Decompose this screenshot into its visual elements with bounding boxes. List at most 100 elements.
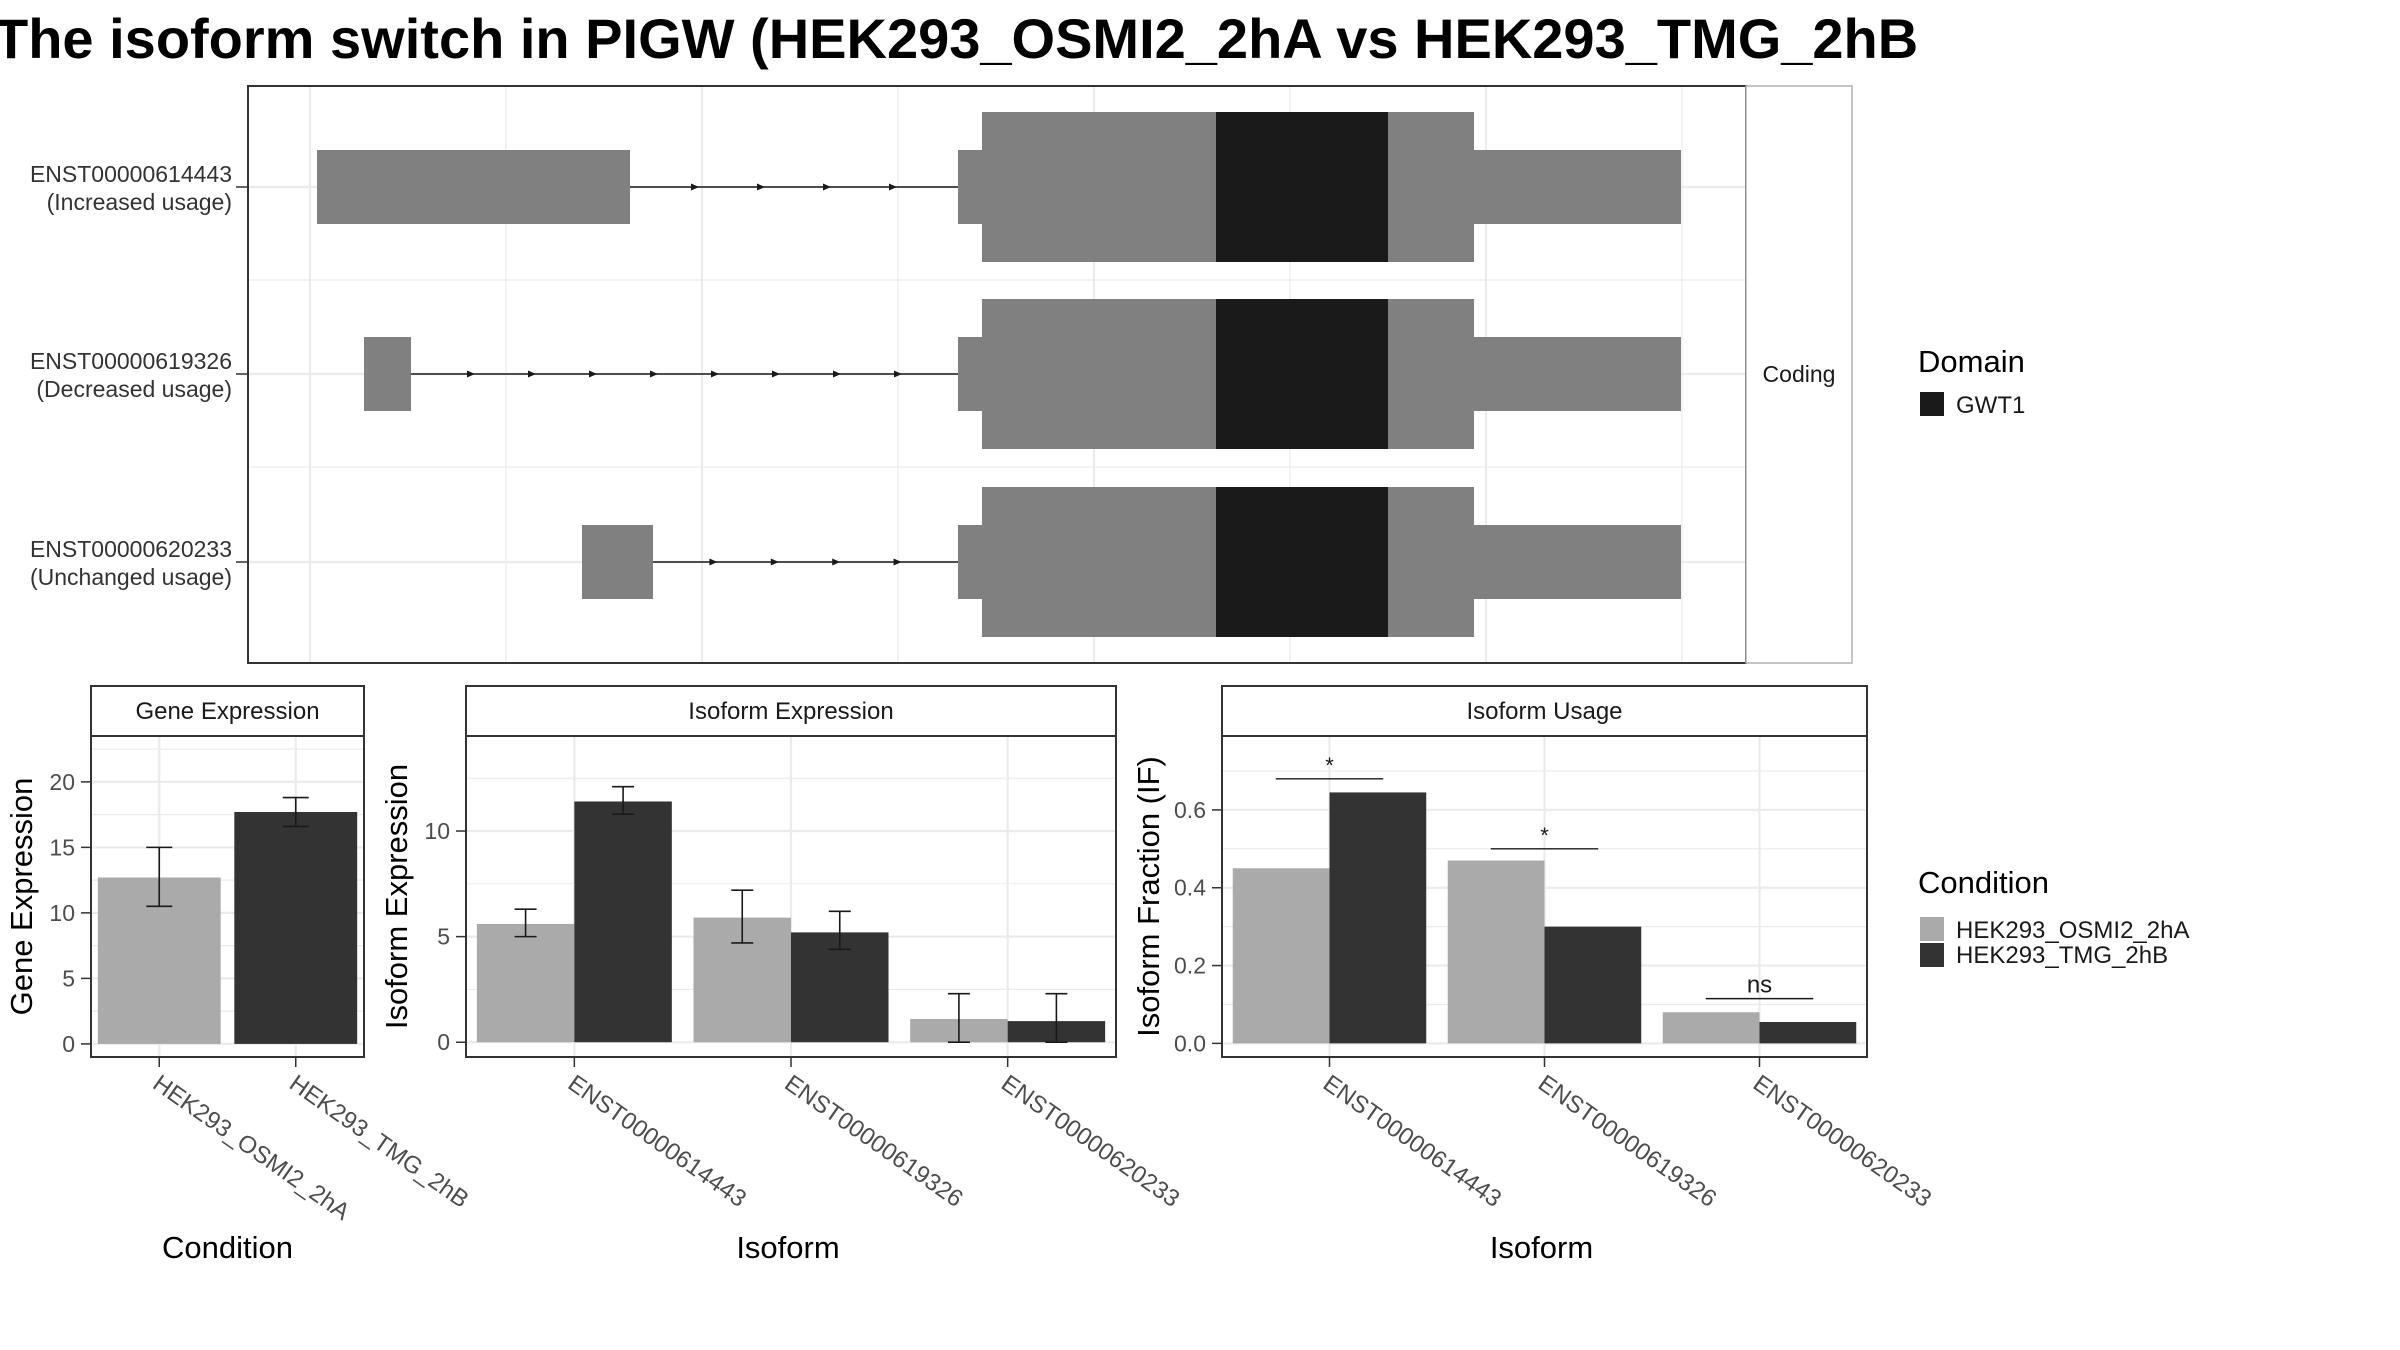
x-axis-title: Isoform (736, 1230, 839, 1265)
panel-strip (90, 685, 365, 737)
isoform-usage-panel: 0.0 0.2 0.4 0.6 * * ns Isoform Usage ENST0000061… (1131, 685, 1936, 1265)
error-bar (282, 796, 309, 828)
domain-legend-label-gwt1: GWT1 (1956, 392, 2025, 419)
error-bar (1045, 992, 1068, 1044)
x-tick-label: ENST00000619326 (780, 1070, 968, 1213)
y-tick-label: 10 (424, 818, 450, 844)
domain-legend-key-gwt1 (1920, 392, 1944, 416)
bar (1759, 1021, 1857, 1044)
intron-arrow (709, 558, 718, 566)
intron-arrow (832, 558, 841, 566)
exon-utr (1474, 337, 1681, 411)
condition-legend-key-b (1920, 943, 1944, 967)
condition-legend-title: Condition (1918, 865, 2049, 900)
bar (574, 801, 672, 1043)
domain-gwt1 (1216, 487, 1388, 637)
error-bar (146, 846, 173, 908)
condition-legend-label-a: HEK293_OSMI2_2hA (1956, 917, 2189, 944)
intron-arrow (823, 183, 831, 191)
domain-legend-title: Domain (1918, 344, 2025, 379)
exon-utr (958, 337, 982, 411)
intron-arrow (889, 183, 897, 191)
panel-strip-title: Isoform Expression (688, 698, 893, 725)
domain-gwt1 (1216, 112, 1388, 262)
error-bar (612, 785, 635, 815)
structure-rows (317, 112, 1681, 637)
bar (476, 923, 575, 1043)
panel-strip-title: Isoform Usage (1466, 698, 1622, 725)
domain-gwt1 (1216, 299, 1388, 449)
exon-utr (582, 525, 653, 599)
panel-strip (465, 685, 1117, 737)
intron-arrow (772, 370, 780, 378)
intron-arrow (893, 558, 902, 566)
x-tick-label: ENST00000620233 (996, 1070, 1184, 1213)
domain-legend: Domain GWT1 (1918, 344, 2025, 419)
intron-arrow (833, 370, 841, 378)
exon-utr (1474, 525, 1681, 599)
isoform-usage-label: (Decreased usage) (36, 376, 232, 402)
exon-utr (1474, 150, 1681, 224)
y-tick-label: 5 (437, 924, 450, 950)
x-tick-label: ENST00000614443 (1318, 1070, 1506, 1213)
y-tick-label: 5 (62, 965, 75, 991)
y-axis-title: Isoform Expression (379, 764, 414, 1029)
significance-label: * (1540, 823, 1549, 848)
bar (1544, 926, 1642, 1044)
structure-strip (1745, 85, 1853, 664)
x-tick-label: ENST00000620233 (1748, 1070, 1936, 1213)
intron-arrow (894, 370, 902, 378)
exon-utr (958, 150, 982, 224)
y-tick-label: 0.4 (1174, 875, 1206, 901)
isoform-structure-panel: Coding ENST00000614443(Increased usage)E… (30, 85, 1853, 664)
bar (791, 932, 889, 1043)
error-bar (947, 992, 970, 1044)
figure-title: The isoform switch in PIGW (HEK293_OSMI2… (0, 7, 1918, 70)
y-axis-title: Gene Expression (4, 778, 39, 1016)
bar (1329, 792, 1427, 1044)
intron-arrow (467, 370, 475, 378)
y-tick-label: 0.0 (1174, 1030, 1206, 1056)
error-bar (828, 910, 851, 951)
bar (1662, 1012, 1760, 1044)
isoform-id-label: ENST00000620233 (30, 536, 232, 562)
condition-legend-label-b: HEK293_TMG_2hB (1956, 942, 2168, 969)
exon-utr (364, 337, 411, 411)
isoform-usage-label: (Unchanged usage) (30, 564, 232, 590)
intron-arrow (757, 183, 765, 191)
isoform-id-label: ENST00000614443 (30, 161, 232, 187)
isoform-row (364, 299, 1681, 449)
significance-label: * (1325, 753, 1334, 778)
x-axis-title: Isoform (1490, 1230, 1593, 1265)
isoform-labels: ENST00000614443(Increased usage) ENST0000… (30, 161, 248, 590)
intron-arrow (770, 558, 779, 566)
exon-utr (958, 525, 982, 599)
y-tick-label: 20 (49, 769, 75, 795)
intron-arrow (691, 183, 699, 191)
isoform-usage-label: (Increased usage) (47, 189, 232, 215)
y-tick-label: 0.2 (1174, 953, 1206, 979)
y-tick-label: 0.6 (1174, 797, 1206, 823)
intron-arrow (650, 370, 658, 378)
bar (1232, 868, 1330, 1044)
bar (1447, 860, 1545, 1044)
condition-legend-key-a (1920, 917, 1944, 941)
bar (234, 811, 358, 1044)
intron-arrow (589, 370, 597, 378)
x-axis-title: Condition (162, 1230, 293, 1265)
y-tick-label: 0 (437, 1029, 450, 1055)
y-tick-label: 10 (49, 900, 75, 926)
y-tick-label: 0 (62, 1031, 75, 1057)
error-bar (731, 889, 754, 944)
panel-strip-title: Gene Expression (135, 698, 319, 725)
isoform-row (582, 487, 1681, 637)
intron-arrow (711, 370, 719, 378)
exon-utr (317, 150, 630, 224)
panel-strip (1221, 685, 1868, 737)
x-tick-label: ENST00000619326 (1533, 1070, 1721, 1213)
intron-arrow (528, 370, 536, 378)
significance-label: ns (1747, 972, 1772, 999)
condition-legend: Condition HEK293_OSMI2_2hA HEK293_TMG_2h… (1918, 865, 2189, 969)
